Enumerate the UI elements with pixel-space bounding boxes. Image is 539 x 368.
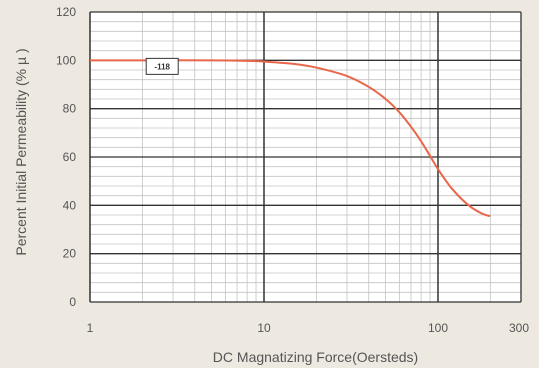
y-tick-label: 120 xyxy=(56,5,76,19)
annotation-label: -118 xyxy=(154,62,170,71)
y-tick-label: 20 xyxy=(63,247,77,261)
y-tick-label: 60 xyxy=(63,150,77,164)
y-tick-label: 0 xyxy=(69,295,76,309)
series-line-0 xyxy=(90,59,491,218)
series-layer xyxy=(90,59,491,218)
annotation-box xyxy=(145,57,179,75)
y-tick-label: 40 xyxy=(63,198,77,212)
x-tick-label: 10 xyxy=(257,321,271,335)
x-tick-label: 100 xyxy=(428,321,448,335)
x-axis-title: DC Magnatizing Force(Oersteds) xyxy=(213,349,418,365)
x-tick-label: 1 xyxy=(87,321,94,335)
y-axis-title: Percent Initial Permeability (% µ ) xyxy=(13,48,29,255)
annotation-layer: -118 xyxy=(145,57,179,75)
x-tick-label: 300 xyxy=(509,321,529,335)
y-tick-label: 100 xyxy=(56,53,76,67)
y-tick-label: 80 xyxy=(63,102,77,116)
